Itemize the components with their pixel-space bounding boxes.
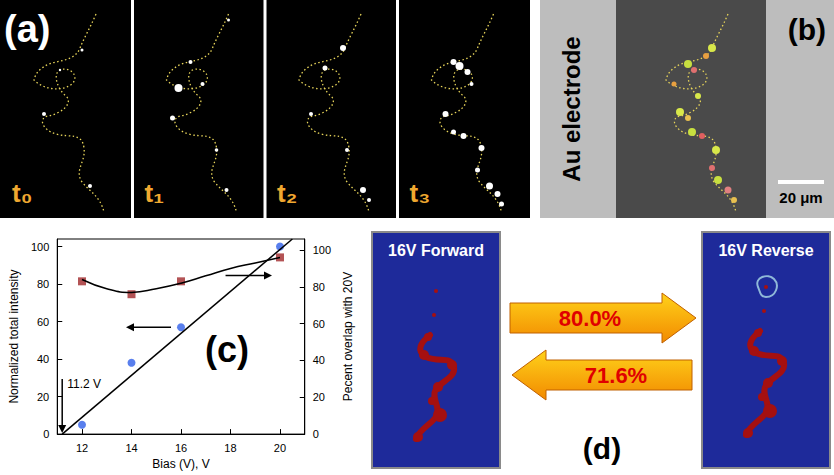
svg-text:16V Forward: 16V Forward: [388, 242, 484, 259]
svg-text:t₀: t₀: [12, 178, 32, 208]
svg-text:11.2 V: 11.2 V: [67, 377, 101, 391]
svg-text:60: 60: [313, 318, 325, 330]
svg-text:71.6%: 71.6%: [585, 363, 647, 388]
svg-text:14: 14: [125, 442, 137, 454]
svg-text:16V Reverse: 16V Reverse: [718, 242, 813, 259]
svg-text:(b): (b): [788, 13, 826, 46]
svg-text:(a): (a): [4, 8, 50, 50]
svg-text:t₂: t₂: [277, 178, 297, 208]
svg-text:Normalized total intensity: Normalized total intensity: [7, 270, 21, 404]
svg-text:20 μm: 20 μm: [779, 189, 822, 206]
svg-text:(d): (d): [583, 432, 621, 465]
html-text:(c): (c): [205, 329, 249, 370]
svg-text:0: 0: [313, 428, 319, 440]
svg-text:60: 60: [37, 316, 49, 328]
svg-text:80.0%: 80.0%: [559, 306, 621, 331]
svg-text:0: 0: [43, 428, 49, 440]
svg-text:40: 40: [37, 353, 49, 365]
svg-text:80: 80: [37, 278, 49, 290]
svg-text:100: 100: [313, 244, 331, 256]
svg-text:80: 80: [313, 281, 325, 293]
svg-text:16: 16: [175, 442, 187, 454]
svg-text:100: 100: [31, 241, 49, 253]
svg-text:Pecent overlap with 20V: Pecent overlap with 20V: [341, 272, 355, 401]
svg-text:12: 12: [76, 442, 88, 454]
svg-text:20: 20: [37, 391, 49, 403]
svg-text:40: 40: [313, 354, 325, 366]
svg-text:t₁: t₁: [145, 178, 164, 208]
svg-text:t₃: t₃: [410, 178, 431, 208]
svg-text:Au electrode: Au electrode: [558, 36, 585, 181]
svg-text:20: 20: [313, 391, 325, 403]
svg-text:18: 18: [224, 442, 236, 454]
svg-text:Bias (V), V: Bias (V), V: [152, 457, 209, 471]
svg-text:20: 20: [274, 442, 286, 454]
